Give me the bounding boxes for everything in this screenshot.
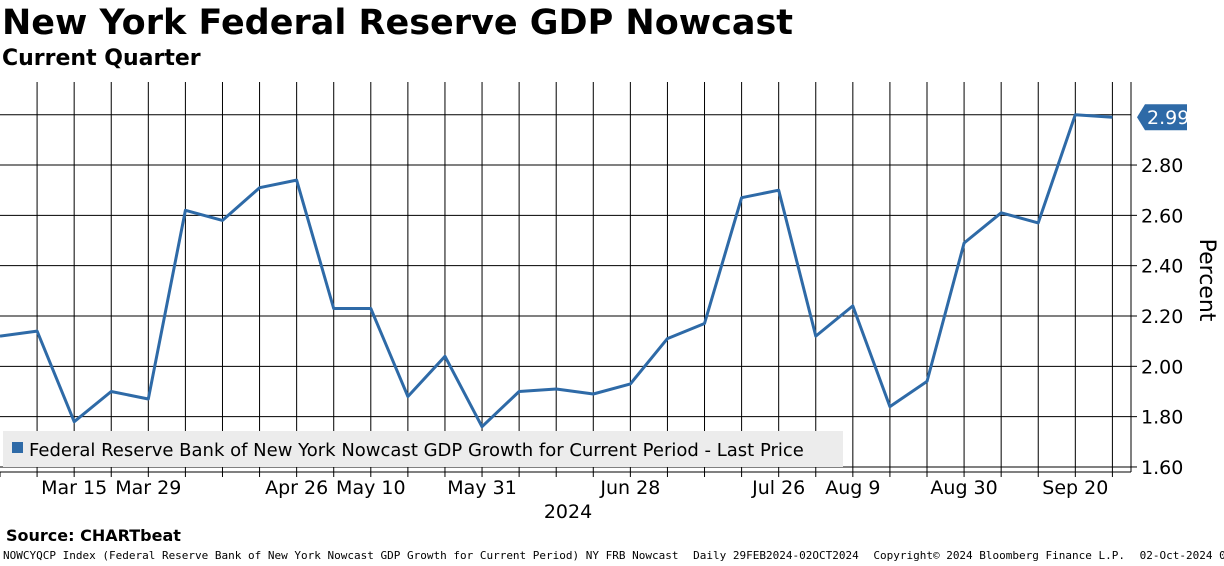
chart-title: New York Federal Reserve GDP Nowcast bbox=[2, 3, 794, 43]
x-tick-label: May 10 bbox=[336, 477, 406, 499]
footer-index: NOWCYQCP Index (Federal Reserve Bank of … bbox=[3, 549, 679, 562]
x-tick-label: Mar 15 bbox=[41, 477, 107, 499]
axes bbox=[0, 82, 1137, 477]
y-tick-label: 2.80 bbox=[1141, 155, 1183, 177]
legend: Federal Reserve Bank of New York Nowcast… bbox=[3, 431, 843, 467]
series-line bbox=[0, 113, 1113, 429]
y-axis-label: Percent bbox=[1194, 239, 1219, 322]
x-tick-label: Aug 9 bbox=[825, 477, 880, 499]
x-tick-label: May 31 bbox=[447, 477, 517, 499]
y-tick-label: 2.00 bbox=[1141, 356, 1183, 378]
source-note: Source: CHARTbeat bbox=[6, 526, 181, 545]
x-tick-label: Apr 26 bbox=[265, 477, 328, 499]
legend-background bbox=[3, 431, 843, 467]
tick-labels: 1.60 1.80 2.00 2.20 2.40 2.60 2.80 Mar 15 Mar 29… bbox=[41, 155, 1183, 499]
footer-timestamp: 02-Oct-2024 06:54:52 bbox=[1139, 549, 1224, 562]
y-tick-label: 1.80 bbox=[1141, 407, 1183, 429]
x-tick-label: Aug 30 bbox=[930, 477, 997, 499]
y-tick-label: 2.60 bbox=[1141, 205, 1183, 227]
line-chart: Federal Reserve Bank of New York Nowcast… bbox=[0, 82, 1219, 523]
x-tick-label: Mar 29 bbox=[115, 477, 181, 499]
grid bbox=[0, 82, 1131, 472]
y-tick-label: 2.40 bbox=[1141, 256, 1183, 278]
x-tick-label: Sep 20 bbox=[1042, 477, 1108, 499]
footer-copyright: Copyright© 2024 Bloomberg Finance L.P. bbox=[873, 549, 1126, 562]
last-price-label: 2.99 bbox=[1137, 104, 1189, 131]
footer-range: Daily 29FEB2024-02OCT2024 bbox=[693, 549, 859, 562]
last-price-badge bbox=[1137, 104, 1187, 131]
last-price-value: 2.99 bbox=[1147, 107, 1189, 129]
footer-note: NOWCYQCP Index (Federal Reserve Bank of … bbox=[3, 549, 1224, 563]
series bbox=[0, 113, 1113, 429]
legend-swatch bbox=[12, 442, 23, 453]
x-tick-label: Jun 28 bbox=[599, 477, 660, 499]
legend-entry: Federal Reserve Bank of New York Nowcast… bbox=[29, 440, 804, 461]
x-axis-year-label: 2024 bbox=[544, 501, 592, 523]
y-tick-label: 1.60 bbox=[1141, 457, 1183, 479]
chart-subtitle: Current Quarter bbox=[2, 46, 201, 71]
y-tick-label: 2.20 bbox=[1141, 306, 1183, 328]
x-tick-label: Jul 26 bbox=[751, 477, 805, 499]
